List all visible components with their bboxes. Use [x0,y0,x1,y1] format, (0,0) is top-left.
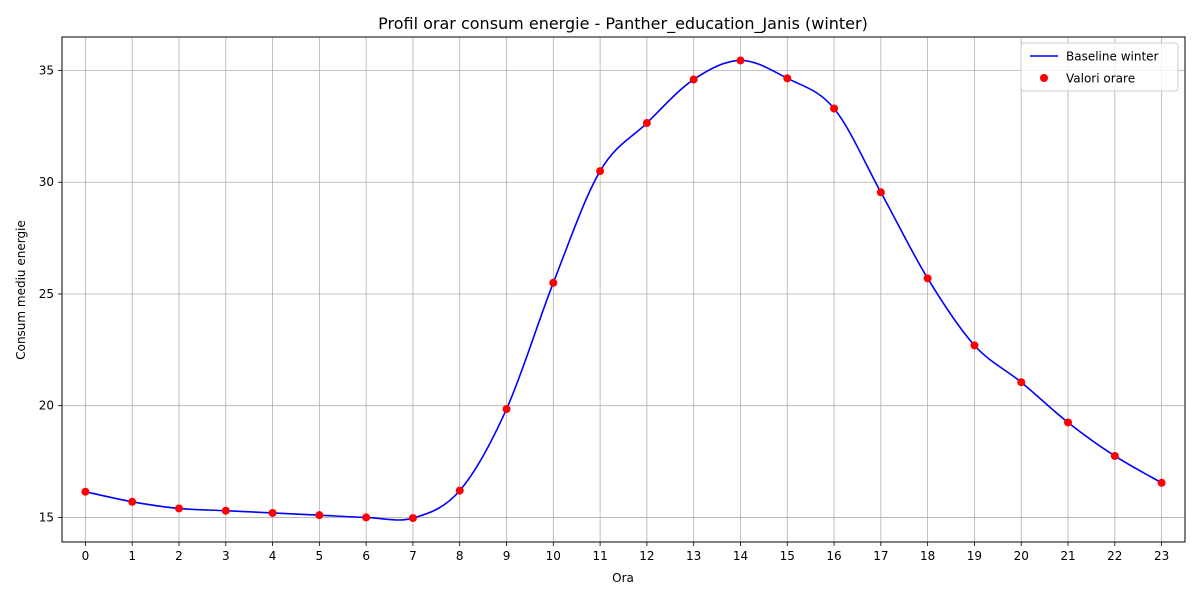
legend-marker-swatch [1040,74,1048,82]
x-tick-label: 7 [409,549,417,563]
data-point [830,104,839,113]
y-tick-label: 15 [39,510,54,524]
y-tick-label: 25 [39,287,54,301]
x-tick-label: 3 [222,549,230,563]
x-tick-label: 14 [733,549,748,563]
x-tick-label: 23 [1154,549,1169,563]
x-tick-label: 16 [826,549,841,563]
chart-title: Profil orar consum energie - Panther_edu… [378,14,868,34]
data-point [1157,478,1166,487]
data-point [315,511,324,520]
data-point [642,119,651,128]
legend-label-baseline: Baseline winter [1066,50,1159,64]
data-point [783,74,792,83]
data-point [268,508,277,517]
x-tick-label: 15 [780,549,795,563]
x-tick-label: 4 [269,549,277,563]
legend: Baseline winter Valori orare [1020,42,1179,92]
data-point [689,75,698,84]
x-tick-label: 12 [639,549,654,563]
y-tick-label: 20 [39,399,54,413]
data-point [1110,451,1119,460]
x-tick-label: 5 [316,549,324,563]
x-tick-label: 20 [1014,549,1029,563]
legend-box [1020,42,1179,92]
data-point [923,274,932,283]
data-point [128,497,137,506]
plot-frame [61,36,1186,543]
y-tick-label: 35 [39,64,54,78]
x-tick-label: 1 [128,549,136,563]
data-point [1017,378,1026,387]
x-tick-label: 2 [175,549,183,563]
data-point [408,514,417,523]
axis-ticks: 0 1 2 3 4 5 6 7 8 9 10 11 12 13 14 15 16 17 18 19 20 21 22 2315… [39,64,1170,563]
x-tick-label: 9 [503,549,511,563]
data-point [174,504,183,513]
y-axis-label: Consum mediu energie [14,220,28,360]
data-point [876,188,885,197]
data-point [596,167,605,176]
data-point [455,486,464,495]
data-point [221,506,230,515]
x-tick-label: 22 [1107,549,1122,563]
series-line-baseline-winter [85,59,1162,521]
x-tick-label: 8 [456,549,464,563]
x-tick-label: 10 [546,549,561,563]
grid [62,37,1185,542]
x-tick-label: 21 [1060,549,1075,563]
x-tick-label: 11 [592,549,607,563]
x-tick-label: 0 [82,549,90,563]
x-tick-label: 6 [362,549,370,563]
x-tick-label: 19 [967,549,982,563]
y-tick-label: 30 [39,175,54,189]
series-layer [81,56,1166,523]
data-point [736,56,745,65]
data-point [81,487,90,496]
x-axis-label: Ora [612,571,634,585]
data-point [549,278,558,287]
data-point [1064,418,1073,427]
x-tick-label: 17 [873,549,888,563]
x-tick-label: 13 [686,549,701,563]
legend-label-valori: Valori orare [1066,72,1135,86]
x-tick-label: 18 [920,549,935,563]
data-point [362,513,371,522]
data-point [502,405,511,414]
data-point [970,341,979,350]
